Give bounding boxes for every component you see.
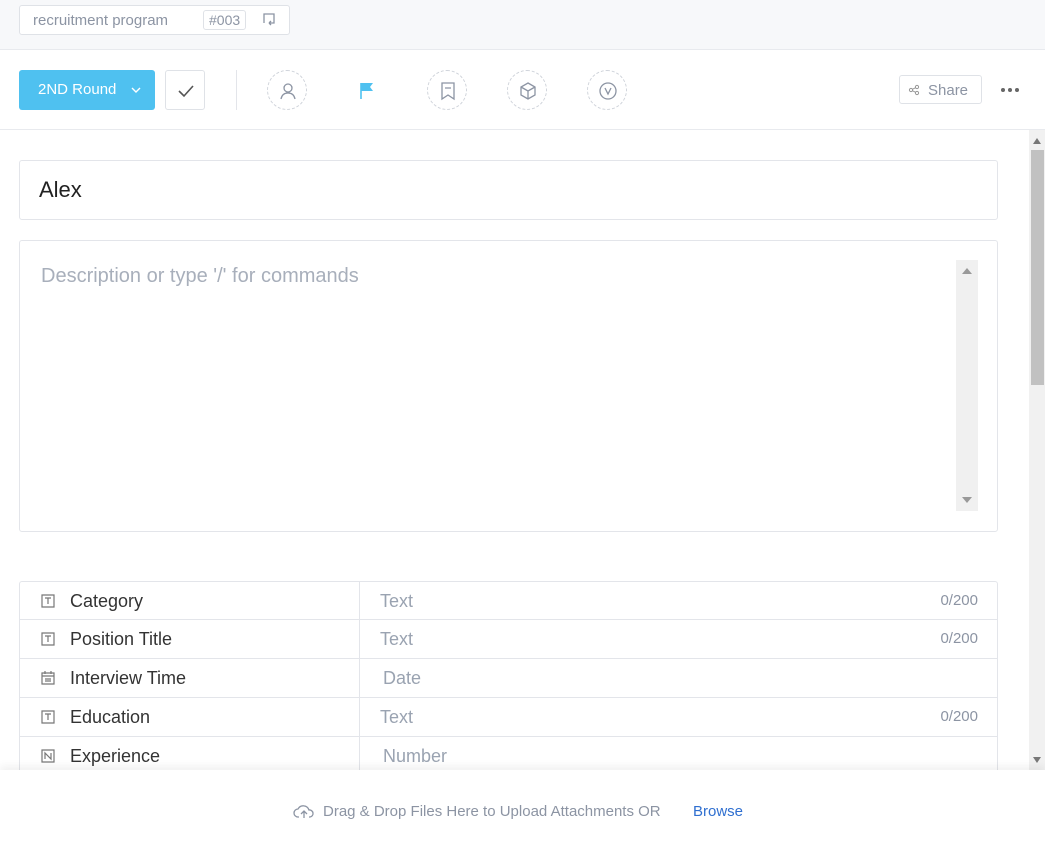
field-placeholder[interactable]: Text bbox=[380, 629, 414, 649]
header-bar: recruitment program #003 bbox=[0, 0, 1045, 50]
assignee-button[interactable] bbox=[267, 70, 307, 110]
box-icon bbox=[520, 82, 536, 100]
column-divider bbox=[359, 659, 360, 697]
title-input[interactable]: Alex bbox=[19, 160, 998, 220]
upload-text: Drag & Drop Files Here to Upload Attachm… bbox=[323, 803, 661, 820]
box-button[interactable] bbox=[507, 70, 547, 110]
field-label: Category bbox=[70, 591, 144, 611]
column-divider bbox=[359, 698, 360, 736]
icon-path bbox=[41, 749, 55, 763]
field-row: Interview Time Date bbox=[19, 659, 998, 698]
icon-path bbox=[41, 671, 55, 685]
icon-path bbox=[41, 632, 55, 646]
toolbar-border bbox=[0, 129, 1045, 130]
field-type-icon bbox=[41, 710, 55, 724]
field-type-icon bbox=[41, 594, 55, 608]
browse-link[interactable]: Browse bbox=[693, 803, 744, 820]
cloud-icon bbox=[293, 805, 314, 818]
description-placeholder: Description or type '/' for commands bbox=[41, 265, 359, 287]
field-placeholder[interactable]: Number bbox=[383, 746, 448, 766]
version-button[interactable] bbox=[587, 70, 627, 110]
field-type-icon bbox=[41, 632, 55, 646]
scroll-up[interactable] bbox=[1033, 138, 1041, 144]
column-divider bbox=[359, 582, 360, 620]
status-button[interactable]: 2ND Round bbox=[19, 70, 155, 110]
bookmark-icon bbox=[441, 82, 455, 101]
scroll-down[interactable] bbox=[1033, 757, 1041, 763]
task-title: Alex bbox=[39, 177, 82, 202]
char-counter: 0/200 bbox=[940, 630, 978, 647]
complete-button[interactable] bbox=[165, 70, 205, 110]
column-divider bbox=[359, 620, 360, 658]
copy-icon[interactable] bbox=[260, 11, 278, 29]
page-scrollbar[interactable] bbox=[1029, 130, 1045, 770]
project-name: recruitment program bbox=[33, 12, 169, 29]
chevron bbox=[131, 87, 141, 93]
v-icon bbox=[599, 82, 617, 100]
inner-scrollbar[interactable] bbox=[956, 260, 978, 511]
field-row: Category Text 0/200 bbox=[19, 581, 998, 620]
icon-path bbox=[41, 710, 55, 724]
priority-button[interactable] bbox=[347, 70, 387, 110]
field-placeholder[interactable]: Text bbox=[380, 591, 414, 611]
status-label: 2ND Round bbox=[38, 81, 117, 98]
check-icon bbox=[178, 85, 194, 98]
char-counter: 0/200 bbox=[940, 592, 978, 609]
share-icon bbox=[908, 84, 920, 96]
upload-bar: Drag & Drop Files Here to Upload Attachm… bbox=[0, 770, 1045, 843]
field-type-icon bbox=[41, 671, 55, 685]
user-icon bbox=[280, 83, 296, 100]
field-label: Experience bbox=[70, 746, 161, 766]
field-type-icon bbox=[41, 749, 55, 763]
scroll-down[interactable] bbox=[962, 497, 972, 503]
bookmark-button[interactable] bbox=[427, 70, 467, 110]
scroll-thumb[interactable] bbox=[1031, 150, 1044, 385]
flag-icon bbox=[360, 83, 373, 99]
divider bbox=[236, 70, 237, 110]
field-placeholder[interactable]: Text bbox=[380, 707, 414, 727]
share-button[interactable]: Share bbox=[899, 75, 982, 104]
column-divider bbox=[359, 737, 360, 775]
project-tag[interactable]: recruitment program #003 bbox=[19, 5, 290, 35]
field-row: Position Title Text 0/200 bbox=[19, 620, 998, 659]
field-label: Education bbox=[70, 707, 151, 727]
share-label: Share bbox=[928, 82, 969, 99]
icon-path bbox=[41, 594, 55, 608]
field-placeholder[interactable]: Date bbox=[383, 668, 422, 688]
field-label: Position Title bbox=[70, 629, 173, 649]
task-id: #003 bbox=[203, 10, 247, 30]
more-menu[interactable] bbox=[1000, 85, 1022, 95]
char-counter: 0/200 bbox=[940, 708, 978, 725]
field-row: Education Text 0/200 bbox=[19, 698, 998, 737]
description-input[interactable]: Description or type '/' for commands bbox=[19, 240, 998, 532]
field-label: Interview Time bbox=[70, 668, 187, 688]
scroll-up[interactable] bbox=[962, 268, 972, 274]
